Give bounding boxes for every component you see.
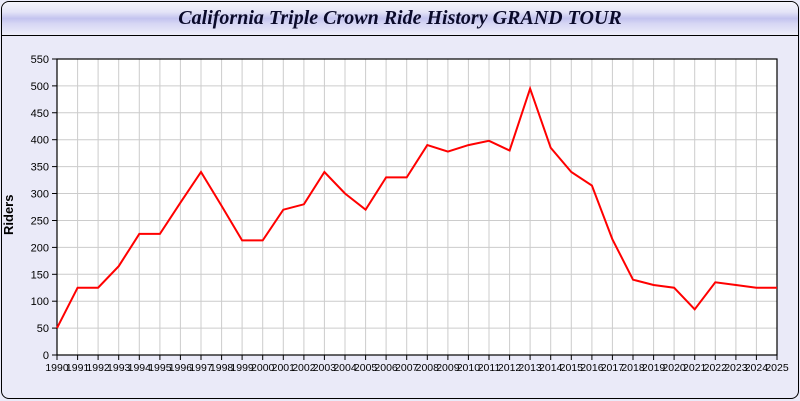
svg-text:50: 50 — [37, 323, 49, 335]
svg-text:250: 250 — [31, 216, 49, 228]
svg-text:500: 500 — [31, 81, 49, 93]
svg-text:350: 350 — [31, 162, 49, 174]
svg-text:400: 400 — [31, 135, 49, 147]
svg-text:200: 200 — [31, 242, 49, 254]
svg-text:550: 550 — [31, 54, 49, 66]
svg-text:0: 0 — [43, 350, 49, 362]
svg-text:2010: 2010 — [457, 362, 481, 374]
svg-text:150: 150 — [31, 269, 49, 281]
svg-text:100: 100 — [31, 296, 49, 308]
svg-text:2025: 2025 — [765, 362, 789, 374]
svg-text:450: 450 — [31, 108, 49, 120]
svg-text:300: 300 — [31, 189, 49, 201]
